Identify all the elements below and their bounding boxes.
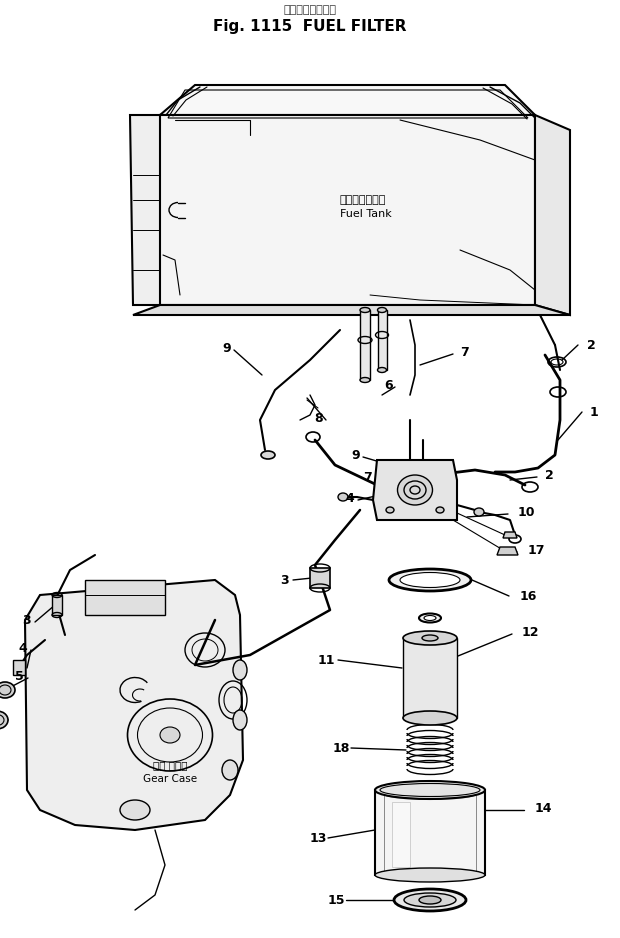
Polygon shape xyxy=(13,660,25,675)
Text: フェエルフィルタ: フェエルフィルタ xyxy=(283,5,337,15)
Text: Fig. 1115  FUEL FILTER: Fig. 1115 FUEL FILTER xyxy=(213,19,407,34)
Ellipse shape xyxy=(404,893,456,907)
Polygon shape xyxy=(52,595,62,615)
Polygon shape xyxy=(310,568,330,588)
Polygon shape xyxy=(497,547,518,555)
Text: 13: 13 xyxy=(310,831,327,844)
Ellipse shape xyxy=(378,308,386,312)
Text: 7: 7 xyxy=(363,471,372,483)
Text: 9: 9 xyxy=(351,448,360,461)
Polygon shape xyxy=(160,115,535,305)
Polygon shape xyxy=(503,532,517,538)
Text: 17: 17 xyxy=(528,543,546,556)
Polygon shape xyxy=(378,310,387,370)
Text: 4: 4 xyxy=(18,642,27,655)
Text: 14: 14 xyxy=(535,801,552,814)
Text: 7: 7 xyxy=(460,345,469,358)
Ellipse shape xyxy=(120,800,150,820)
Text: 11: 11 xyxy=(318,654,335,667)
Ellipse shape xyxy=(0,711,8,729)
Ellipse shape xyxy=(419,896,441,904)
Text: フェエルタンク: フェエルタンク xyxy=(340,195,386,205)
Ellipse shape xyxy=(338,493,348,501)
Text: 10: 10 xyxy=(518,506,536,519)
Ellipse shape xyxy=(424,615,436,621)
Ellipse shape xyxy=(397,475,433,505)
Ellipse shape xyxy=(394,889,466,911)
Polygon shape xyxy=(130,115,165,305)
Polygon shape xyxy=(375,790,485,875)
Text: 18: 18 xyxy=(333,742,350,754)
Ellipse shape xyxy=(378,368,386,372)
Text: Gear Case: Gear Case xyxy=(143,774,197,784)
Ellipse shape xyxy=(389,569,471,591)
Polygon shape xyxy=(535,115,570,315)
Ellipse shape xyxy=(233,710,247,730)
Ellipse shape xyxy=(400,572,460,587)
Text: ギヤ ケース: ギヤ ケース xyxy=(153,760,187,770)
Ellipse shape xyxy=(403,711,457,725)
Text: 2: 2 xyxy=(545,468,554,481)
Polygon shape xyxy=(25,580,243,830)
Ellipse shape xyxy=(375,781,485,799)
Text: 8: 8 xyxy=(314,412,322,425)
Text: 5: 5 xyxy=(15,670,24,683)
Ellipse shape xyxy=(261,451,275,459)
Text: Fuel Tank: Fuel Tank xyxy=(340,209,392,219)
Ellipse shape xyxy=(422,635,438,641)
Ellipse shape xyxy=(436,507,444,513)
Polygon shape xyxy=(133,305,570,315)
Text: 2: 2 xyxy=(587,339,596,352)
Polygon shape xyxy=(403,638,457,718)
Text: 4: 4 xyxy=(345,492,354,505)
Ellipse shape xyxy=(360,308,370,312)
Ellipse shape xyxy=(419,613,441,623)
Ellipse shape xyxy=(160,727,180,743)
Ellipse shape xyxy=(403,631,457,645)
Text: 12: 12 xyxy=(522,626,539,639)
Ellipse shape xyxy=(360,377,370,383)
Text: 16: 16 xyxy=(520,589,538,602)
Text: 3: 3 xyxy=(22,613,30,627)
Text: 6: 6 xyxy=(384,379,392,391)
Polygon shape xyxy=(373,460,457,520)
Ellipse shape xyxy=(222,760,238,780)
Ellipse shape xyxy=(375,868,485,882)
Ellipse shape xyxy=(386,507,394,513)
Ellipse shape xyxy=(233,660,247,680)
Ellipse shape xyxy=(474,508,484,516)
Polygon shape xyxy=(360,310,370,380)
Text: 9: 9 xyxy=(222,341,231,355)
Polygon shape xyxy=(392,802,410,867)
Text: 15: 15 xyxy=(328,894,345,906)
Text: 1: 1 xyxy=(590,405,599,418)
Ellipse shape xyxy=(0,682,15,698)
Text: 3: 3 xyxy=(280,573,289,586)
Polygon shape xyxy=(85,580,165,615)
Polygon shape xyxy=(160,85,535,115)
